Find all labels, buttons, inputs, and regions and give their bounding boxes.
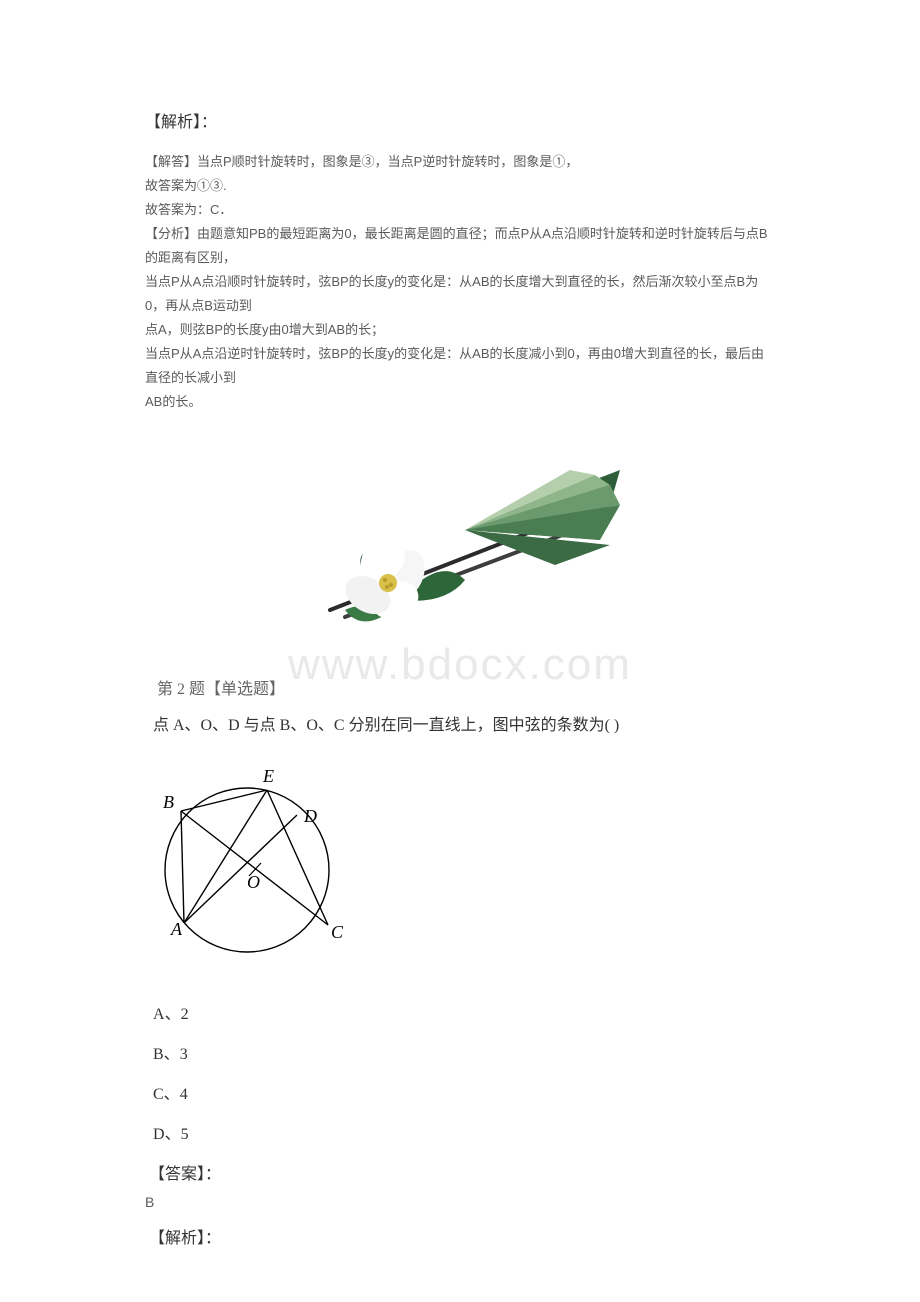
question-2-heading: 第 2 题【单选题】: [157, 675, 775, 699]
svg-text:O: O: [247, 872, 260, 892]
analysis-2-header: 【解析】：: [149, 1224, 775, 1248]
option-a: A、2: [153, 1000, 775, 1024]
svg-text:A: A: [170, 919, 183, 939]
explain-line-1: 【分析】由题意知PB的最短距离为0，最长距离是圆的直径；而点P从A点沿顺时针旋转…: [145, 222, 775, 270]
explain-line-4: 当点P从A点沿逆时针旋转时，弦BP的长度y的变化是：从AB的长度减小到0，再由0…: [145, 342, 775, 390]
analysis-body: 【解答】当点P顺时针旋转时，图象是③，当点P逆时针旋转时，图象是①， 故答案为①…: [145, 150, 775, 415]
solve-line: 【解答】当点P顺时针旋转时，图象是③，当点P逆时针旋转时，图象是①，: [145, 150, 775, 174]
analysis-header: 【解析】：: [145, 108, 775, 132]
svg-text:D: D: [303, 806, 317, 826]
explain-line-5: AB的长。: [145, 390, 775, 414]
option-d: D、5: [153, 1120, 775, 1144]
answer-header: 【答案】：: [149, 1160, 775, 1184]
answer-line-2: 故答案为：C．: [145, 198, 775, 222]
svg-text:B: B: [163, 792, 174, 812]
question-2-figure: A B C D E O: [149, 760, 775, 970]
svg-text:C: C: [331, 922, 344, 942]
answer-value: B: [145, 1194, 775, 1210]
svg-text:E: E: [262, 766, 274, 786]
option-c: C、4: [153, 1080, 775, 1104]
decorative-illustration: [290, 435, 630, 645]
explain-line-2: 当点P从A点沿顺时针旋转时，弦BP的长度y的变化是：从AB的长度增大到直径的长，…: [145, 270, 775, 318]
explain-label: 【分析】: [145, 226, 197, 241]
explain-line-3: 点A，则弦BP的长度y由0增大到AB的长；: [145, 318, 775, 342]
options-list: A、2 B、3 C、4 D、5: [153, 1000, 775, 1144]
question-2-body: 点 A、O、D 与点 B、O、C 分别在同一直线上，图中弦的条数为( ): [153, 713, 775, 739]
option-b: B、3: [153, 1040, 775, 1064]
answer-line-1: 故答案为①③.: [145, 174, 775, 198]
